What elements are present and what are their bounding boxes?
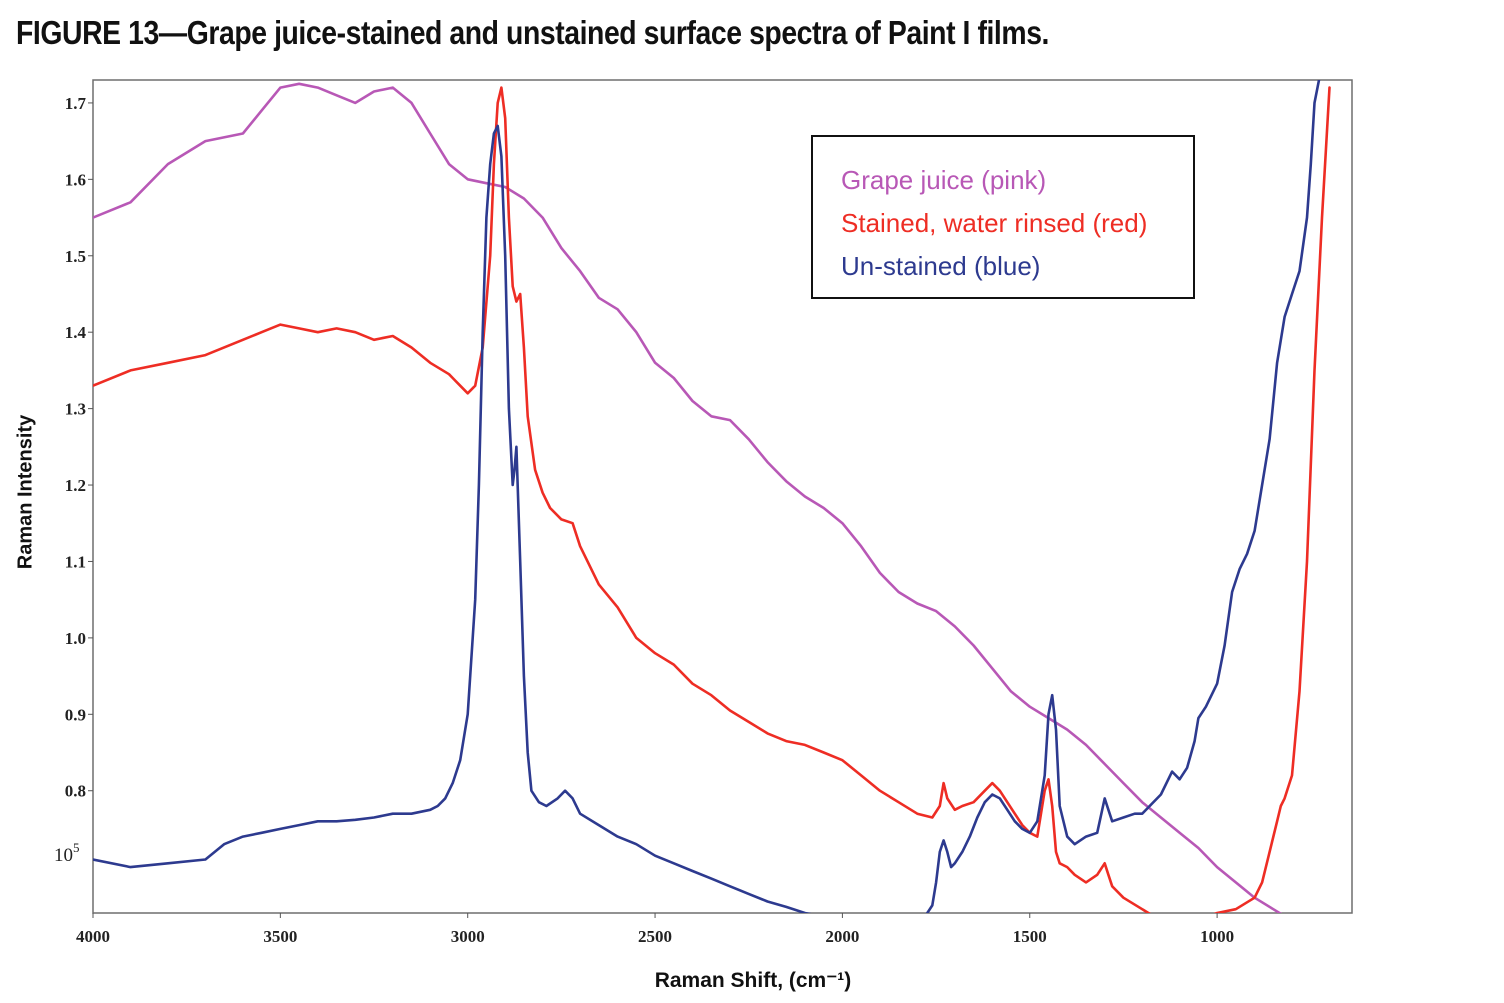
y-axis-multiplier: 105 bbox=[54, 840, 80, 867]
series-line-grape-juice-pink bbox=[93, 82, 1283, 913]
x-tick-label: 3500 bbox=[263, 927, 297, 946]
series-layer bbox=[93, 80, 1331, 913]
legend-item-grape-juice: Grape juice (pink) bbox=[841, 165, 1047, 195]
multiplier-exponent: 5 bbox=[73, 840, 80, 855]
y-tick-label: 0.9 bbox=[65, 705, 86, 724]
x-tick-label: 2000 bbox=[825, 927, 859, 946]
x-tick-label: 4000 bbox=[76, 927, 110, 946]
x-tick-label: 3000 bbox=[451, 927, 485, 946]
series-line-un-stained-blue bbox=[93, 80, 1321, 913]
plot-frame bbox=[92, 79, 1353, 914]
y-tick-label: 1.0 bbox=[65, 629, 86, 648]
y-axis-label: Raman Intensity bbox=[14, 414, 37, 570]
multiplier-base: 10 bbox=[54, 845, 73, 866]
legend: Grape juice (pink) Stained, water rinsed… bbox=[811, 135, 1195, 299]
y-tick-label: 0.8 bbox=[65, 782, 86, 801]
x-tick-label: 1500 bbox=[1013, 927, 1047, 946]
y-tick-label: 1.2 bbox=[65, 476, 86, 495]
x-tick-label: 1000 bbox=[1200, 927, 1234, 946]
y-tick-label: 1.1 bbox=[65, 552, 86, 571]
legend-item-unstained: Un-stained (blue) bbox=[841, 251, 1041, 281]
y-tick-label: 1.3 bbox=[65, 400, 86, 419]
x-axis: 4000 3500 3000 2500 2000 1500 1000 bbox=[76, 913, 1234, 946]
y-tick-label: 1.7 bbox=[65, 94, 87, 113]
legend-item-stained-rinsed: Stained, water rinsed (red) bbox=[841, 208, 1148, 238]
x-axis-label: Raman Shift, (cm⁻¹) bbox=[654, 969, 852, 992]
y-tick-label: 1.6 bbox=[65, 170, 86, 189]
series-line-stained-water-rinsed-red bbox=[93, 86, 1331, 913]
y-tick-label: 1.4 bbox=[65, 323, 87, 342]
figure-title: FIGURE 13—Grape juice-stained and unstai… bbox=[16, 14, 1050, 51]
x-tick-label: 2500 bbox=[638, 927, 672, 946]
y-tick-label: 1.5 bbox=[65, 247, 86, 266]
y-axis: 1.7 1.6 1.5 1.4 1.3 1.2 1.1 1.0 0.9 0.8 bbox=[65, 94, 93, 801]
